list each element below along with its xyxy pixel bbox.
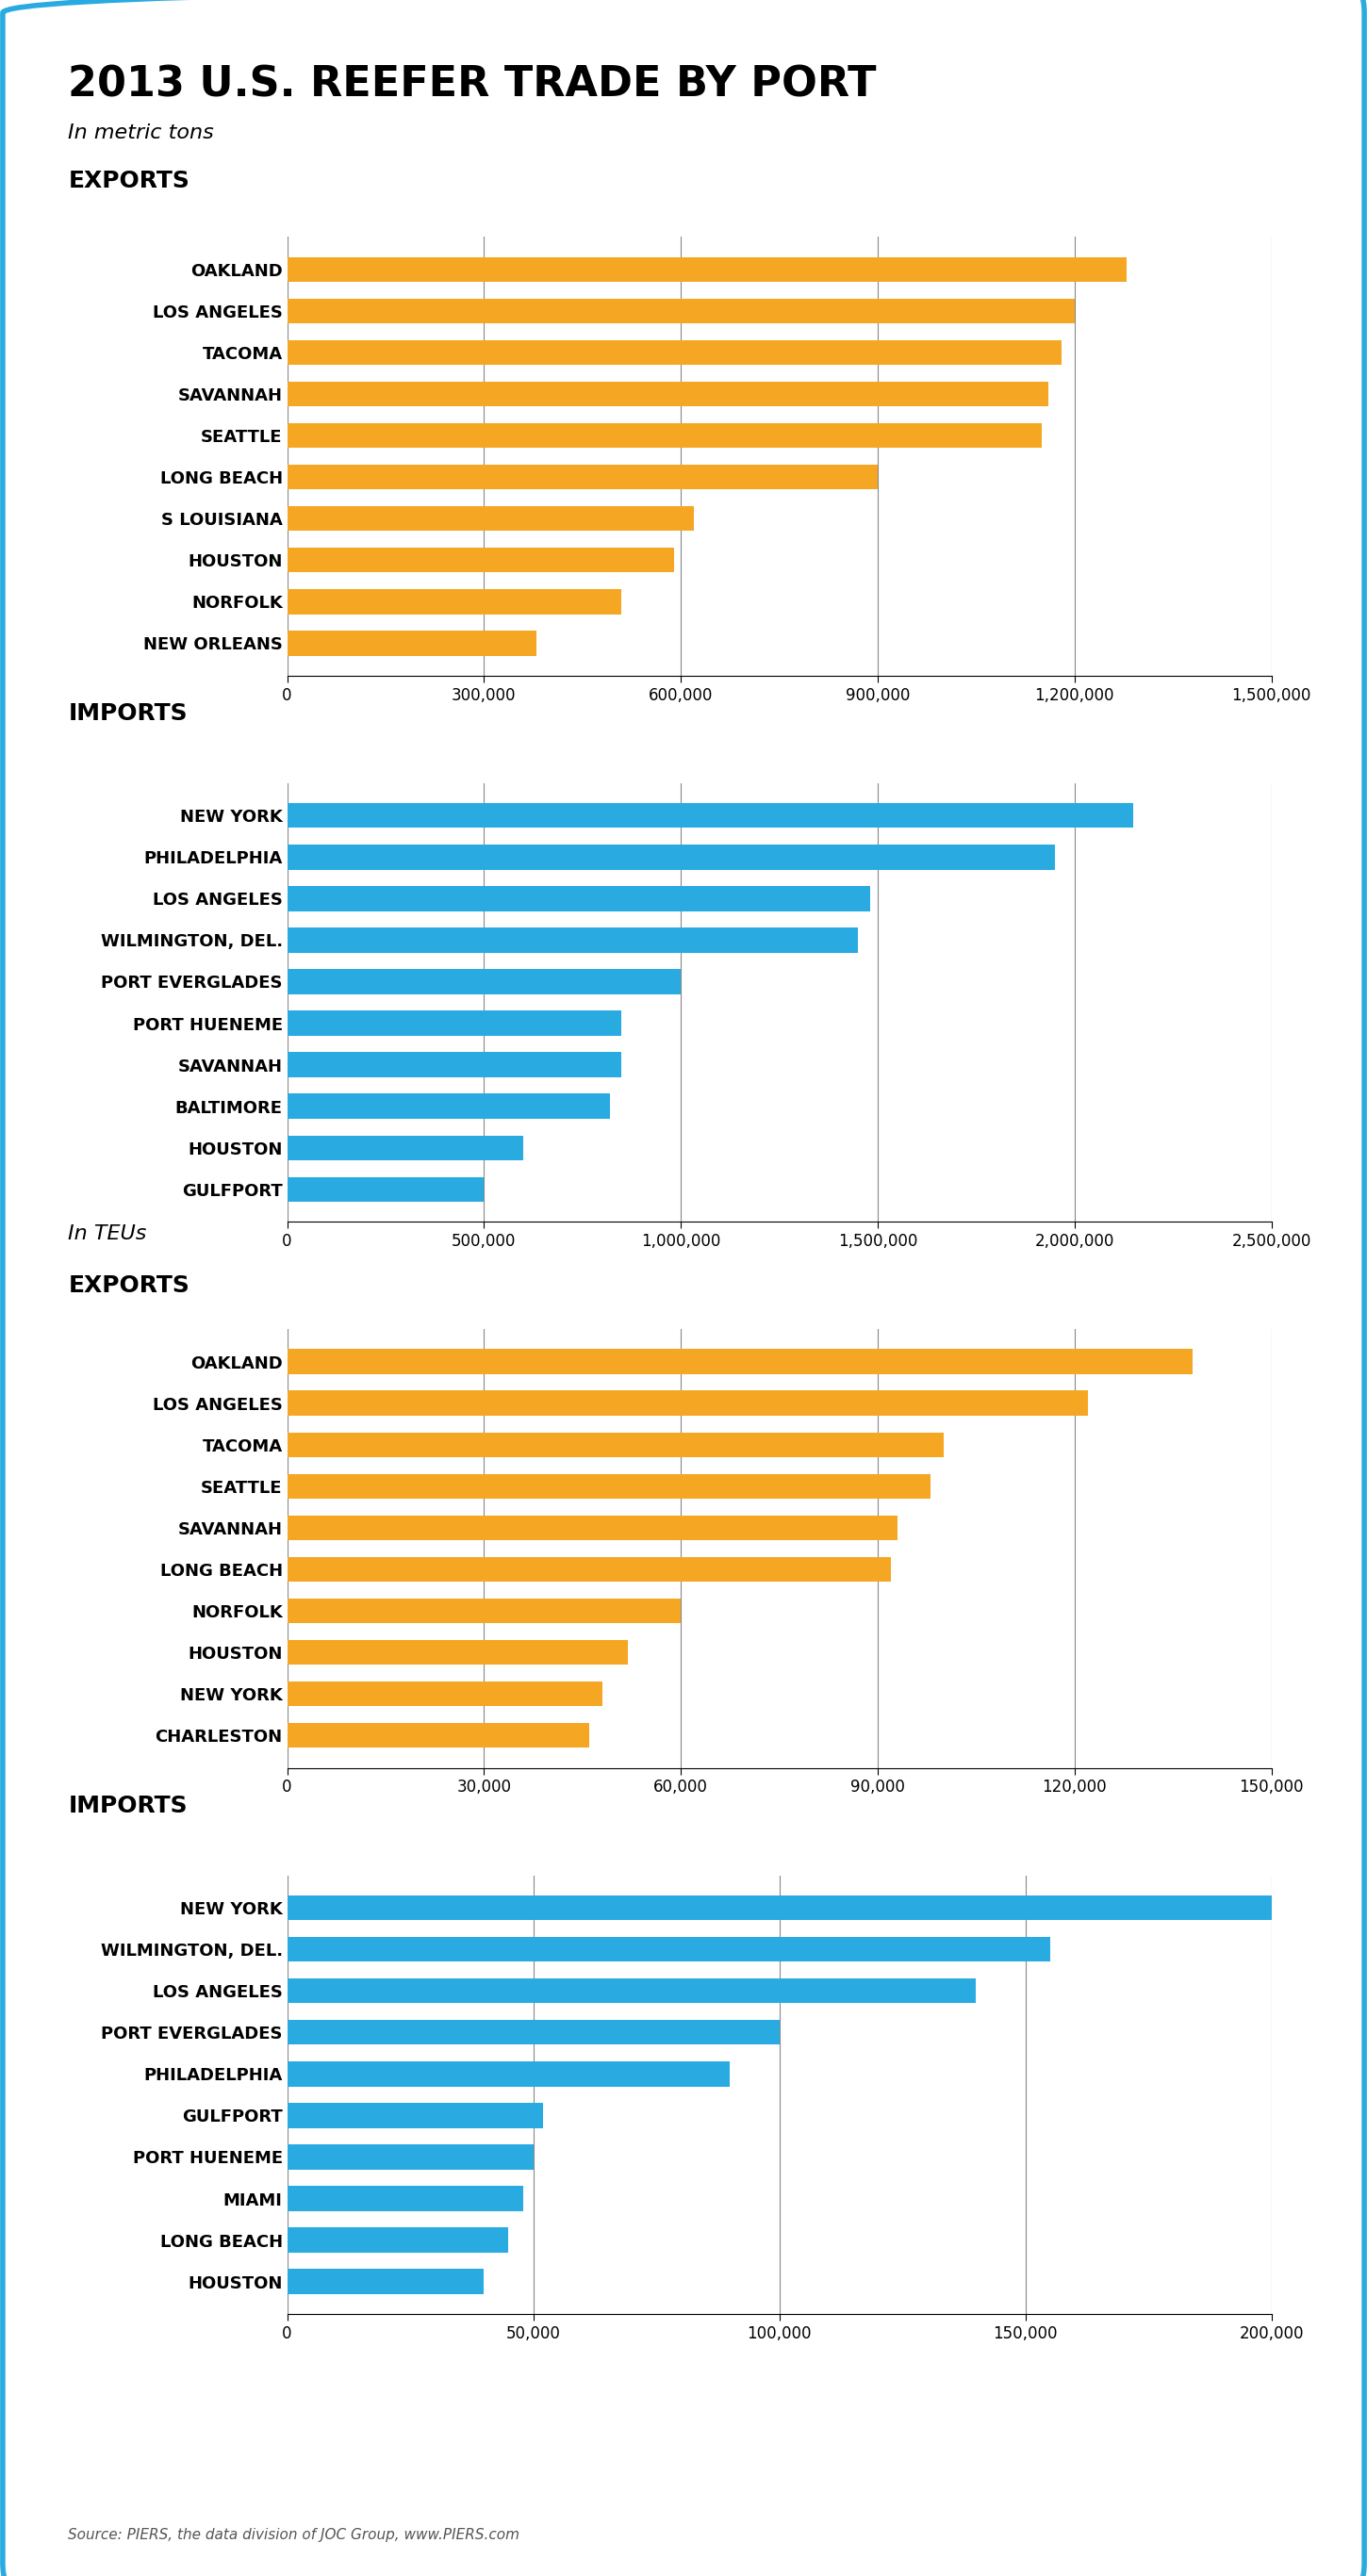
Bar <box>287 1556 891 1582</box>
Bar <box>287 1095 610 1118</box>
Bar <box>287 2228 509 2251</box>
Bar <box>287 1682 601 1705</box>
Text: IMPORTS: IMPORTS <box>68 703 187 724</box>
Bar <box>287 340 1061 366</box>
Bar <box>287 299 1074 325</box>
Text: 2013 U.S. REEFER TRADE BY PORT: 2013 U.S. REEFER TRADE BY PORT <box>68 64 876 106</box>
Bar <box>287 2102 543 2128</box>
Bar <box>287 1723 589 1749</box>
Bar <box>287 422 1042 448</box>
Bar <box>287 804 1133 827</box>
Text: EXPORTS: EXPORTS <box>68 1275 190 1296</box>
Bar <box>287 2146 533 2169</box>
Bar <box>287 505 694 531</box>
Bar <box>287 1515 897 1540</box>
Bar <box>287 631 536 657</box>
Text: Source: PIERS, the data division of JOC Group, www.PIERS.com: Source: PIERS, the data division of JOC … <box>68 2530 519 2543</box>
Bar <box>287 2061 730 2087</box>
Bar <box>287 1473 930 1499</box>
Bar <box>287 1597 681 1623</box>
Bar <box>287 1896 1271 1919</box>
Bar <box>287 1937 1050 1963</box>
Bar <box>287 2020 779 2045</box>
Text: In metric tons: In metric tons <box>68 124 215 142</box>
Bar <box>287 969 681 994</box>
Bar <box>287 927 858 953</box>
Bar <box>287 1641 629 1664</box>
Bar <box>287 549 674 572</box>
Bar <box>287 381 1048 407</box>
Bar <box>287 1350 1192 1373</box>
Bar <box>287 886 869 912</box>
Bar <box>287 2269 484 2295</box>
Bar <box>287 1177 484 1203</box>
Bar <box>287 1010 622 1036</box>
Text: IMPORTS: IMPORTS <box>68 1795 187 1816</box>
Bar <box>287 590 622 613</box>
Bar <box>287 1432 943 1458</box>
Text: In TEUs: In TEUs <box>68 1224 148 1244</box>
Text: EXPORTS: EXPORTS <box>68 170 190 193</box>
Bar <box>287 1051 622 1077</box>
Bar <box>287 1136 524 1159</box>
Bar <box>287 2187 524 2210</box>
Bar <box>287 1391 1088 1417</box>
Bar <box>287 258 1126 281</box>
Bar <box>287 845 1055 871</box>
Bar <box>287 464 878 489</box>
Bar <box>287 1978 976 2004</box>
